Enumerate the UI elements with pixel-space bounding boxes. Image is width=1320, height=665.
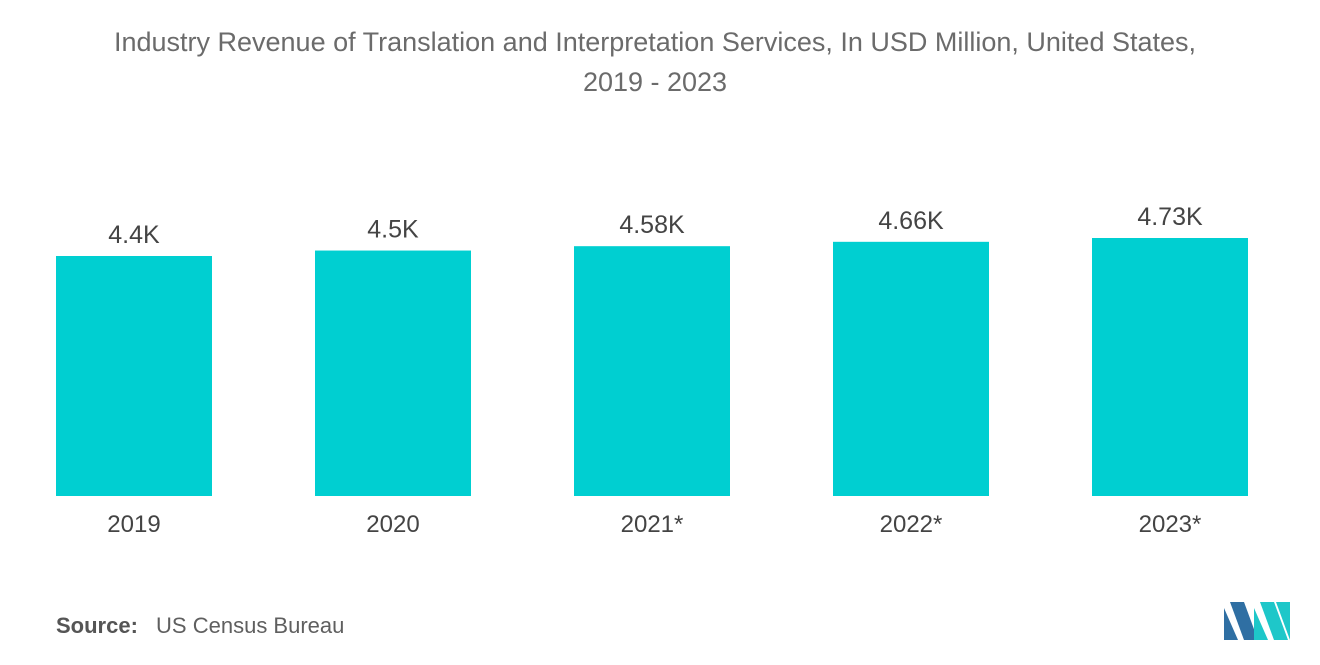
value-label: 4.58K	[619, 211, 685, 239]
x-tick-label: 2020	[366, 511, 419, 538]
bar-2020	[315, 250, 471, 496]
source-note: Source: US Census Bureau	[56, 613, 344, 639]
chart-title-line2: 2019 - 2023	[582, 67, 728, 97]
bar-2021	[574, 246, 730, 496]
x-tick-label: 2021*	[621, 511, 684, 538]
bar-2023	[1092, 238, 1248, 496]
value-label: 4.4K	[108, 221, 160, 249]
bar-2022	[833, 241, 989, 496]
x-tick-labels-group: 2019 2020 2021* 2022* 2023*	[107, 511, 1201, 538]
x-tick-label: 2022*	[880, 511, 943, 538]
value-label: 4.5K	[367, 216, 419, 244]
value-label: 4.66K	[878, 207, 944, 235]
bars-group	[56, 238, 1248, 496]
x-tick-label: 2023*	[1139, 511, 1202, 538]
bar-2019	[56, 256, 212, 496]
chart-title: Industry Revenue of Translation and Inte…	[0, 22, 1310, 102]
value-labels-group: 4.4K 4.5K 4.58K 4.66K 4.73K	[108, 203, 1203, 249]
mordor-intelligence-logo-icon	[1224, 602, 1290, 640]
source-label: Source:	[56, 613, 138, 638]
value-label: 4.73K	[1137, 203, 1203, 231]
chart-title-line1: Industry Revenue of Translation and Inte…	[113, 27, 1197, 57]
x-tick-label: 2019	[107, 511, 160, 538]
source-text: US Census Bureau	[156, 613, 345, 638]
